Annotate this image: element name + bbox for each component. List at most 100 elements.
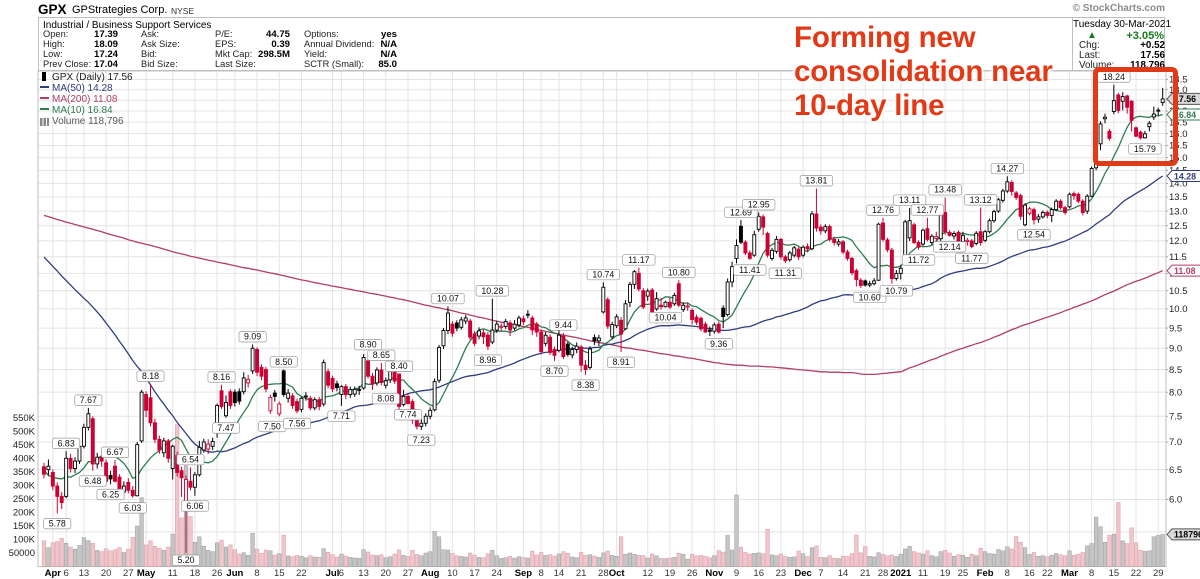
candle-body [1138, 131, 1143, 139]
volume-bar [437, 536, 442, 567]
volume-bar [654, 555, 659, 567]
chart-legend: GPX (Daily) 17.56 MA(50) 14.28 MA(200) 11.… [40, 72, 133, 128]
volume-bar [428, 551, 433, 567]
candle-body [263, 369, 268, 390]
volume-bar [77, 545, 82, 567]
legend-item: MA(50) 14.28 [40, 83, 133, 94]
legend-text: Volume 118,796 [52, 116, 124, 128]
info-value: N/A [380, 49, 397, 61]
candle-body [73, 460, 77, 469]
candle-body [499, 325, 504, 328]
candle-body [938, 214, 943, 240]
candle-body [414, 419, 419, 427]
volume-bars-swatch-icon [40, 117, 49, 126]
pivot-label-box [901, 254, 936, 266]
volume-bar [419, 555, 424, 567]
candle-body [232, 391, 237, 404]
pivot-label-text: 11.41 [739, 265, 760, 275]
date-tick-label: Feb [977, 568, 994, 579]
volume-bar [499, 558, 504, 567]
pivot-label-box [473, 354, 502, 366]
pivot-label-text: 12.54 [1023, 230, 1045, 240]
candle-body [725, 281, 730, 316]
date-tick-label: Jul [326, 568, 340, 579]
volume-bar [965, 557, 970, 567]
volume-bar [215, 542, 220, 567]
volume-bar [574, 557, 579, 567]
date-tick-label: 22 [1042, 568, 1053, 579]
legend-text: MA(50) 14.28 [52, 82, 113, 94]
volume-bar [987, 553, 992, 567]
volume-bar [991, 553, 997, 567]
annotation-line-3: 10-day line [794, 89, 945, 122]
price-tick-label: 12.5 [1169, 221, 1188, 232]
pivot-label-text: 12.69 [730, 207, 752, 217]
candle-body [730, 266, 735, 283]
pivot-label-text: 7.50 [264, 421, 281, 431]
volume-bar [636, 555, 641, 567]
candle-body [281, 370, 286, 395]
candle-body [836, 241, 841, 245]
volume-bar [232, 549, 237, 567]
volume-bar [1116, 502, 1121, 567]
volume-bar [543, 555, 548, 567]
candle-body [179, 470, 184, 479]
candle-body [628, 283, 632, 303]
volume-bar [983, 551, 988, 567]
volume-bar [1102, 541, 1108, 567]
volume-bar [99, 551, 104, 567]
volume-tick-label: 150K [13, 521, 36, 532]
candle-body [636, 272, 641, 290]
info-label: EPS: [215, 38, 237, 49]
candle-body [166, 440, 171, 459]
volume-bar [872, 556, 877, 567]
volume-bar [281, 534, 286, 567]
date-tick-label: 23 [776, 568, 787, 579]
date-tick-label: 21 [576, 568, 587, 579]
volume-bar [1156, 535, 1161, 567]
volume-bar [108, 550, 113, 567]
exchange-label: NYSE [171, 5, 195, 16]
volume-bar [175, 424, 180, 567]
candle-body [1027, 208, 1032, 214]
pivot-label-text: 8.16 [213, 372, 230, 382]
candle-body [406, 395, 410, 404]
volume-bar [170, 533, 175, 567]
candle-body [894, 272, 899, 279]
candle-body [561, 335, 566, 358]
candle-body [685, 305, 690, 308]
candle-body [188, 480, 193, 488]
price-tick-label: 7.0 [1169, 437, 1182, 448]
volume-bar [907, 546, 912, 567]
candle-body [152, 422, 157, 440]
pivot-label-text: 6.06 [186, 501, 203, 511]
candle-body [1018, 195, 1023, 217]
price-tick-label: 14.0 [1169, 179, 1188, 190]
pivot-label-box [78, 475, 107, 487]
date-tick-label: 22 [1131, 568, 1142, 579]
volume-bar [783, 556, 788, 567]
candle-body [454, 322, 459, 329]
axis-value-box [1166, 170, 1200, 183]
candle-body [468, 320, 473, 338]
pivot-label-text: 11.72 [908, 255, 929, 265]
pivot-label-text: 7.47 [217, 423, 234, 433]
pivot-label-text: 18.24 [1103, 72, 1125, 82]
candle-body [548, 336, 553, 353]
quote-row-label: Chg: [1079, 40, 1100, 51]
date-tick-label: Mar [1061, 568, 1078, 579]
pivot-label-text: 10.60 [859, 292, 881, 302]
candle-body [228, 391, 233, 406]
candle-body [929, 235, 934, 243]
pivot-label-box [768, 267, 802, 279]
volume-tick-label: 350K [13, 467, 36, 478]
candle-body [645, 290, 650, 297]
info-label: Prev Close: [43, 59, 92, 70]
volume-bar [836, 558, 841, 567]
volume-tick-label: 500K [13, 427, 36, 438]
candle-body [1120, 96, 1125, 102]
candle-body [832, 238, 837, 243]
volume-bar [144, 544, 149, 567]
candle-body [823, 226, 828, 232]
price-tick-label: 10.0 [1169, 304, 1188, 315]
